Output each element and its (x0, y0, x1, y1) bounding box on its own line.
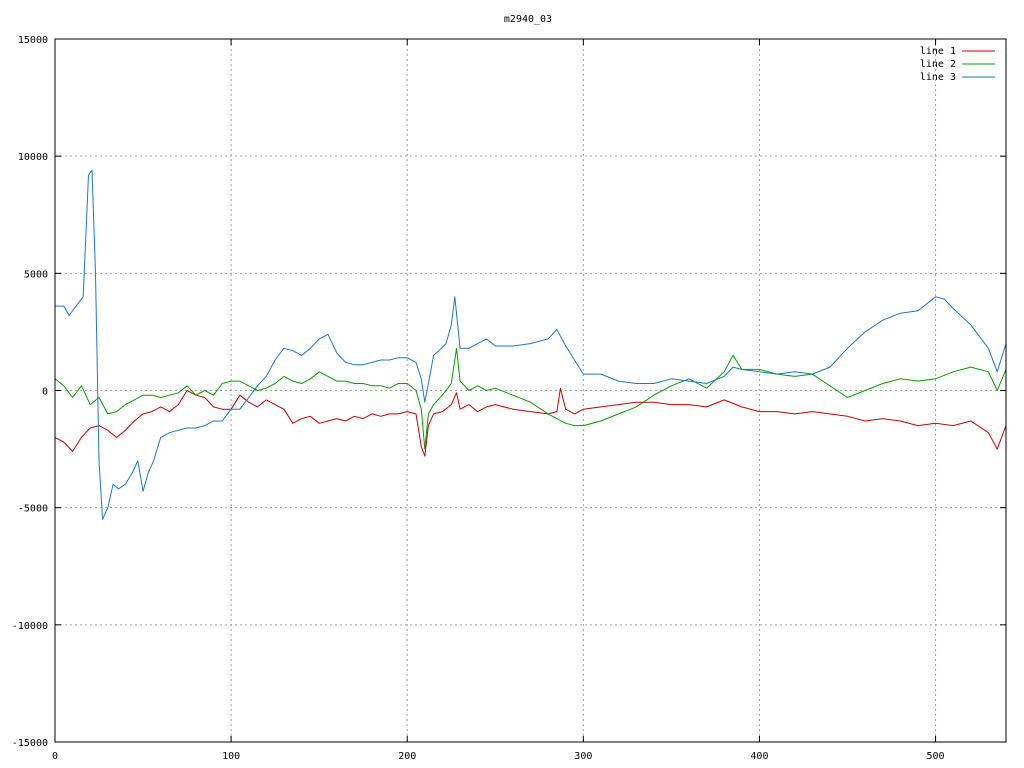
legend: line 1 line 2 line 3 (920, 46, 995, 83)
series-line-2 (54, 347, 1007, 450)
grid (55, 39, 1006, 742)
series-line-1 (54, 387, 1007, 457)
chart-title: m2940_03 (504, 14, 552, 25)
y-tick-label: 0 (42, 387, 48, 398)
x-tick-label: 0 (52, 751, 58, 762)
y-tick-label: 5000 (24, 269, 48, 280)
y-tick-label: -5000 (18, 504, 48, 515)
legend-label: line 1 (920, 46, 956, 57)
x-tick-label: 500 (927, 751, 945, 762)
legend-label: line 3 (920, 72, 956, 83)
y-tick-label: -10000 (12, 621, 48, 632)
x-tick-label: 200 (398, 751, 416, 762)
axis-ticks: -15000 -10000 -5000 0 5000 10000 15000 0 100 200 3… (12, 35, 1006, 762)
y-tick-label: 10000 (18, 152, 48, 163)
x-tick-label: 400 (750, 751, 768, 762)
y-tick-label: 15000 (18, 35, 48, 46)
series-layer (54, 169, 1007, 520)
x-tick-label: 100 (222, 751, 240, 762)
y-tick-label: -15000 (12, 738, 48, 749)
legend-label: line 2 (920, 59, 956, 70)
series-line-3 (55, 169, 1007, 520)
x-tick-label: 300 (574, 751, 592, 762)
